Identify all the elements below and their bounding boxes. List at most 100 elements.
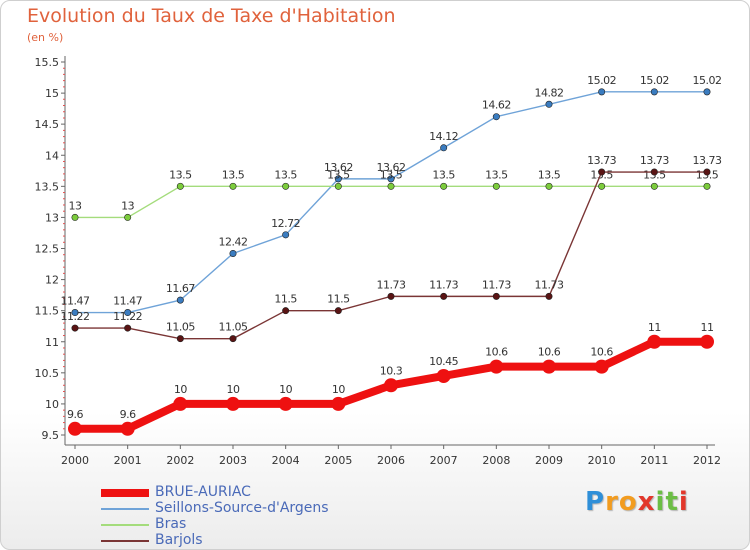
data-point <box>440 182 448 190</box>
logo-letter: P <box>585 487 606 517</box>
data-label: 14.62 <box>482 99 511 112</box>
data-point <box>226 396 240 411</box>
data-point <box>492 292 500 300</box>
data-point <box>492 113 500 121</box>
data-point <box>440 144 448 152</box>
data-label: 11.73 <box>429 278 458 291</box>
data-label: 9.6 <box>67 408 83 421</box>
data-label: 11.47 <box>113 295 142 308</box>
data-point <box>282 307 290 315</box>
data-label: 13.62 <box>377 161 406 174</box>
x-tick-label: 2012 <box>693 454 721 467</box>
data-label: 10.6 <box>590 346 613 359</box>
data-point <box>334 307 342 315</box>
y-tick-label: 10.5 <box>35 367 60 380</box>
data-label: 13.73 <box>587 154 616 167</box>
data-point <box>331 396 346 411</box>
data-label: 13.62 <box>324 161 353 174</box>
data-point <box>124 309 132 317</box>
data-label: 11.73 <box>377 278 406 291</box>
legend-swatch-bras <box>101 524 149 526</box>
data-label: 11 <box>648 321 661 334</box>
data-label: 13 <box>69 199 82 212</box>
data-point <box>598 168 606 176</box>
data-point <box>176 296 184 304</box>
data-point <box>282 231 290 239</box>
data-label: 12.72 <box>271 217 300 230</box>
data-point <box>598 88 606 96</box>
data-label: 10 <box>279 383 292 396</box>
data-point <box>703 88 711 96</box>
data-label: 11.73 <box>482 278 511 291</box>
data-point <box>703 168 711 176</box>
data-label: 11.47 <box>61 295 90 308</box>
data-label: 13.5 <box>432 168 455 181</box>
x-tick-label: 2003 <box>219 454 247 467</box>
data-point <box>68 421 82 436</box>
data-label: 14.82 <box>535 86 564 99</box>
data-label: 15.02 <box>640 74 669 87</box>
data-point <box>387 292 395 300</box>
x-tick-label: 2005 <box>324 454 352 467</box>
data-label: 15.02 <box>587 74 616 87</box>
logo-letter: x <box>637 487 656 517</box>
series-line-2 <box>75 185 707 219</box>
data-label: 11.67 <box>166 282 195 295</box>
logo-letter: t <box>665 487 679 517</box>
proxiti-logo: Proxiti <box>585 487 689 517</box>
data-point <box>176 335 184 343</box>
data-label: 13.5 <box>485 168 508 181</box>
data-point <box>229 182 237 190</box>
data-point <box>229 335 237 343</box>
data-point <box>334 175 342 183</box>
data-label: 11.05 <box>219 321 248 334</box>
data-label: 10.6 <box>538 346 561 359</box>
data-point <box>598 182 606 190</box>
data-point <box>282 182 290 190</box>
legend-label: Seillons-Source-d'Argens <box>155 500 329 516</box>
data-label: 11.22 <box>61 310 90 323</box>
data-label: 11 <box>701 321 714 334</box>
data-point <box>229 249 237 257</box>
data-label: 14.12 <box>429 130 458 143</box>
x-tick-label: 2011 <box>640 454 668 467</box>
y-tick-label: 13 <box>45 211 59 224</box>
data-point <box>71 324 79 332</box>
data-point <box>650 88 658 96</box>
logo-letter: i <box>655 487 666 517</box>
legend-label: Bras <box>155 516 187 532</box>
data-point <box>650 182 658 190</box>
data-point <box>124 324 132 332</box>
data-label: 11.22 <box>113 310 142 323</box>
data-point <box>278 396 293 411</box>
data-label: 13.73 <box>693 154 722 167</box>
data-label: 10.45 <box>429 355 458 368</box>
x-tick-label: 2001 <box>114 454 142 467</box>
data-label: 13.5 <box>327 168 350 181</box>
line-chart: 9.5 10 10.5 11 11.5 12 12.5 13 13.5 14 14.5 15 15.5 2… <box>35 56 722 467</box>
y-tick-label: 10 <box>45 398 59 411</box>
y-tick-label: 11 <box>45 336 59 349</box>
data-label: 15.02 <box>693 74 722 87</box>
y-tick-label: 14 <box>45 149 59 162</box>
data-label: 13.5 <box>380 168 403 181</box>
data-point <box>545 100 553 108</box>
data-point <box>703 182 711 190</box>
legend-swatch-barjols <box>101 540 149 542</box>
data-point <box>440 292 448 300</box>
chart-subtitle: (en %) <box>27 31 64 44</box>
legend-swatch-seillons <box>101 508 149 510</box>
data-label: 11.5 <box>327 293 350 306</box>
x-tick-label: 2010 <box>588 454 616 467</box>
data-point <box>387 175 395 183</box>
data-label: 13.5 <box>222 168 245 181</box>
legend-swatch-brue-auriac <box>101 489 149 497</box>
data-point <box>71 309 79 317</box>
data-point <box>173 396 188 411</box>
y-tick-label: 13.5 <box>35 180 60 193</box>
logo-letter: i <box>678 487 689 517</box>
legend-label: Barjols <box>155 532 203 548</box>
x-tick-label: 2007 <box>430 454 458 467</box>
data-point <box>545 182 553 190</box>
data-point <box>647 334 662 349</box>
